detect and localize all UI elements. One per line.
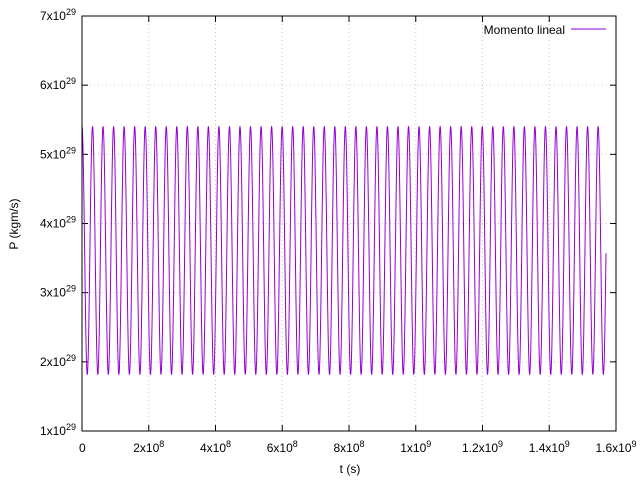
y-tick-labels: 1x1029 2x1029 3x1029 4x1029 5x1029 6x1029 7x10… [40,7,76,438]
y-tick-label: 6x1029 [40,76,76,92]
x-tick-labels: 0 2x108 4x108 6x108 8x108 1x109 1.2x109 1.4x109… [79,439,637,455]
y-axis-label: P (kgm/s) [7,198,21,249]
x-axis-label: t (s) [340,462,361,476]
y-tick-label: 5x1029 [40,145,76,161]
y-tick-label: 2x1029 [40,353,76,369]
legend-label: Momento lineal [484,23,565,37]
x-tick-label: 2x108 [133,439,164,455]
x-tick-label: 8x108 [333,439,364,455]
plot-frame [81,15,617,432]
y-tick-label: 7x1029 [40,7,76,23]
y-tick-label: 1x1029 [40,422,76,438]
legend: Momento lineal [484,23,606,37]
x-tick-label: 4x108 [200,439,231,455]
x-tick-label: 1.2x109 [462,439,503,455]
y-tick-label: 4x1029 [40,215,76,231]
x-tick-label: 1.6x109 [595,439,636,455]
x-tick-label: 6x108 [267,439,298,455]
x-tick-label: 0 [79,441,86,455]
y-tick-label: 3x1029 [40,284,76,300]
x-tick-label: 1x109 [400,439,431,455]
grid-lines [82,16,616,431]
series-line-momento-lineal [81,125,607,376]
x-tick-label: 1.4x109 [529,439,570,455]
